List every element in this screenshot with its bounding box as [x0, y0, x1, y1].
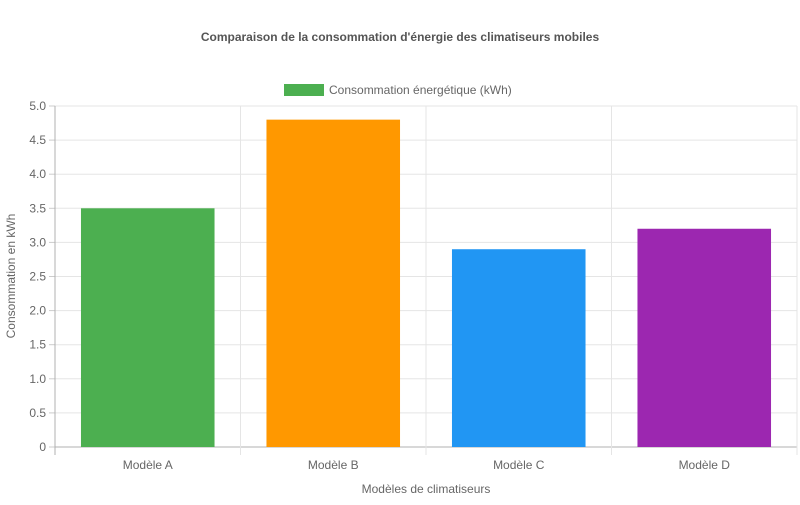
- y-tick-label: 4.5: [29, 133, 46, 147]
- bars: [80, 119, 772, 447]
- y-axis-title: Consommation en kWh: [4, 214, 18, 339]
- bar[interactable]: [80, 208, 215, 447]
- y-tick-label: 1.0: [29, 372, 46, 386]
- y-tick-label: 0.5: [29, 406, 46, 420]
- legend[interactable]: Consommation énergétique (kWh): [284, 83, 512, 97]
- legend-swatch: [284, 84, 324, 96]
- legend-label: Consommation énergétique (kWh): [329, 83, 512, 97]
- bar[interactable]: [451, 249, 586, 447]
- y-tick-label: 1.5: [29, 338, 46, 352]
- y-tick-label: 4.0: [29, 167, 46, 181]
- x-tick-label: Modèle B: [308, 458, 359, 472]
- chart-title: Comparaison de la consommation d'énergie…: [201, 30, 600, 44]
- bar[interactable]: [637, 228, 772, 447]
- y-tick-label: 0: [39, 440, 46, 454]
- x-tick-label: Modèle D: [679, 458, 731, 472]
- x-tick-label: Modèle C: [493, 458, 545, 472]
- y-tick-label: 2.0: [29, 304, 46, 318]
- x-axis-title: Modèles de climatiseurs: [362, 482, 491, 496]
- y-tick-label: 3.5: [29, 201, 46, 215]
- bar[interactable]: [266, 119, 401, 447]
- y-tick-label: 5.0: [29, 99, 46, 113]
- y-axis-ticks: 0 0.5 1.0 1.5 2.0 2.5 3.0 3.5 4.0 4.5 5.0: [29, 99, 46, 454]
- y-tick-label: 2.5: [29, 270, 46, 284]
- x-axis-ticks: Modèle A Modèle B Modèle C Modèle D: [123, 458, 731, 472]
- y-tick-label: 3.0: [29, 235, 46, 249]
- x-tick-label: Modèle A: [123, 458, 173, 472]
